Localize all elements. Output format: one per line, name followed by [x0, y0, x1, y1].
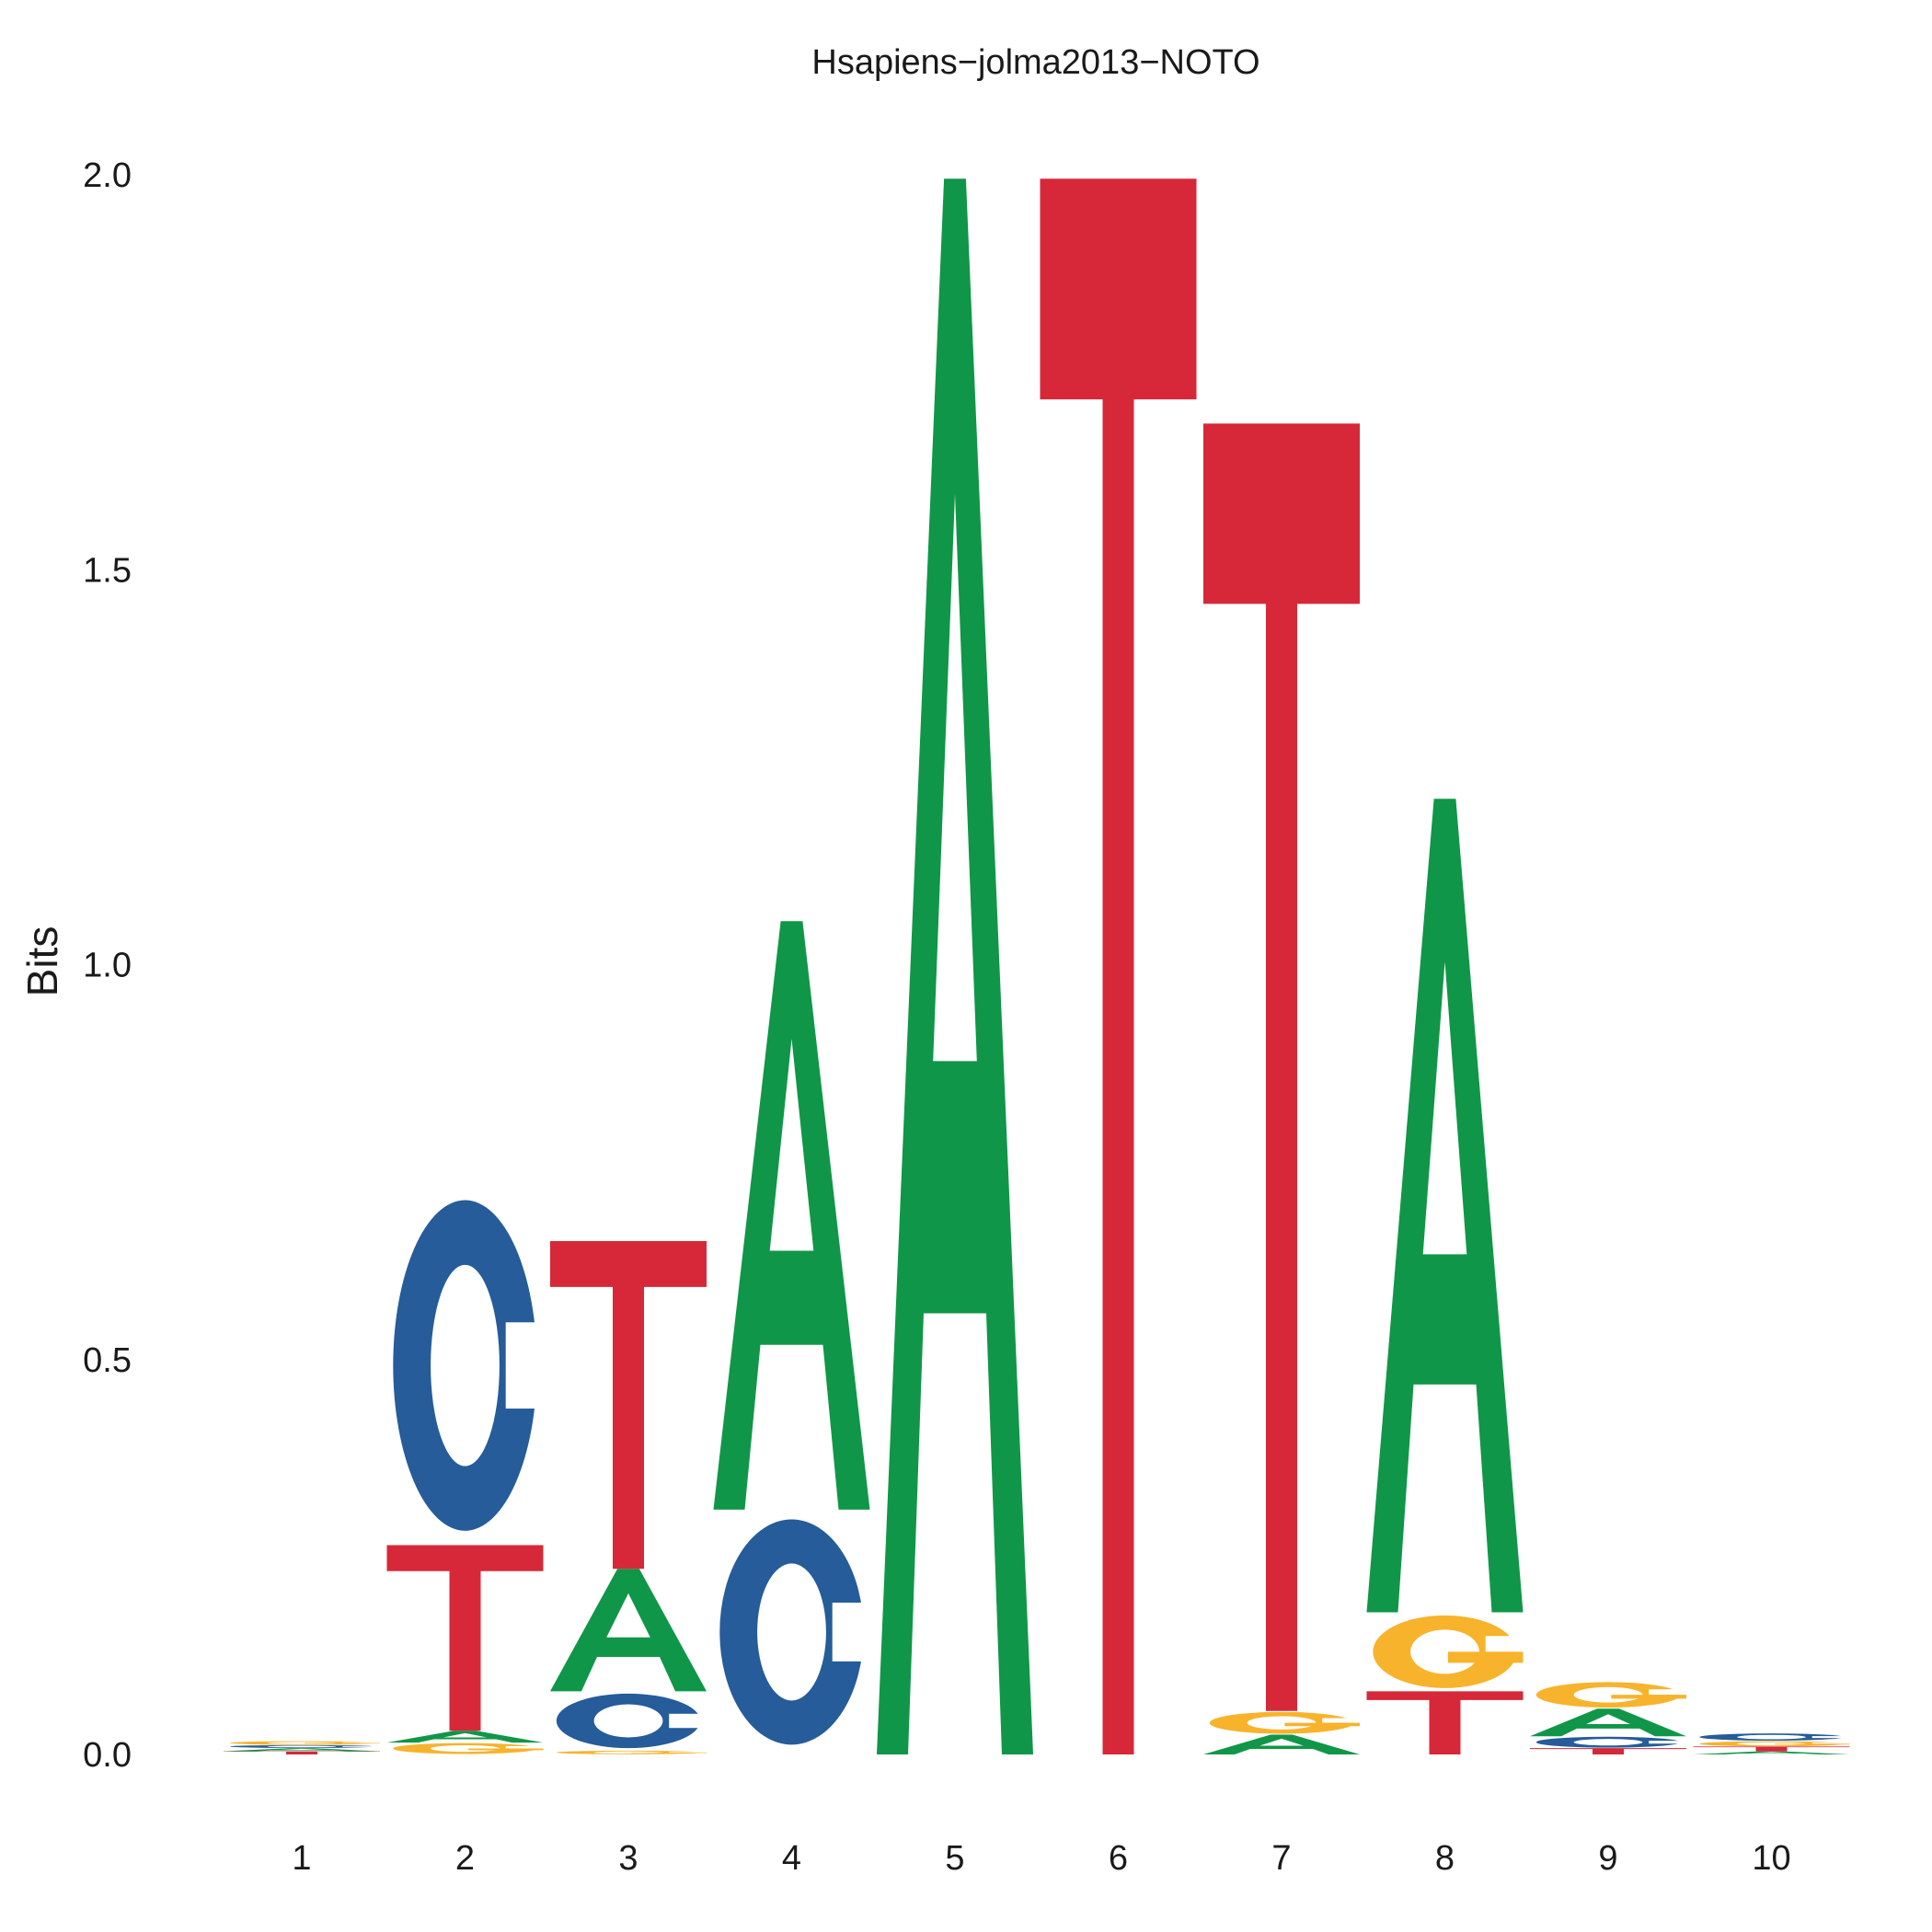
- logo-letter-g: [1209, 1711, 1370, 1734]
- letter-stack: [386, 1200, 553, 1754]
- x-tick-label: 2: [455, 1839, 475, 1878]
- x-tick-label: 5: [945, 1839, 964, 1878]
- y-tick-label: 0.0: [83, 1736, 132, 1775]
- logo-letter-c: [719, 1519, 880, 1745]
- logo-letter-t: [1366, 1691, 1524, 1754]
- logo-letter-a: [713, 921, 870, 1510]
- x-tick-label: 9: [1598, 1839, 1617, 1878]
- logo-letter-t: [1693, 1746, 1850, 1752]
- logo-letter-a: [550, 1569, 707, 1692]
- y-tick-label: 1.5: [83, 551, 132, 590]
- logo-letter-a: [1203, 1734, 1360, 1754]
- logo-letter-g: [1535, 1682, 1696, 1708]
- x-axis-ticks: 1 2 3 4 5 6 7 8 9 10: [292, 1839, 1790, 1878]
- logo-letter-c: [1535, 1736, 1696, 1748]
- logo-letter-t: [1203, 423, 1360, 1711]
- logo-letter-c: [229, 1744, 390, 1748]
- y-tick-label: 1.0: [83, 947, 132, 985]
- logo-letter-a: [386, 1731, 544, 1743]
- x-tick-label: 8: [1435, 1839, 1455, 1878]
- logo-letter-t: [1040, 178, 1197, 1755]
- logo-letter-c: [1699, 1733, 1859, 1742]
- logo-letter-g: [556, 1750, 717, 1754]
- logo-letter-a: [224, 1748, 380, 1752]
- logo-letter-t: [386, 1545, 544, 1731]
- letter-stack: [550, 1240, 717, 1754]
- logo-letter-a: [1366, 799, 1524, 1613]
- logo-letter-t: [224, 1751, 380, 1754]
- chart-title: Hsapiens−jolma2013−NOTO: [811, 43, 1259, 82]
- x-tick-label: 7: [1271, 1839, 1291, 1878]
- logo-letter-g: [1373, 1615, 1533, 1688]
- letter-stacks: [224, 178, 1859, 1755]
- logo-letter-a: [1693, 1751, 1850, 1754]
- y-axis-label: Bits: [18, 926, 66, 997]
- x-tick-label: 10: [1752, 1839, 1790, 1878]
- letter-stack: [224, 1741, 390, 1754]
- letter-stack: [1203, 423, 1370, 1754]
- y-tick-label: 0.5: [83, 1341, 132, 1380]
- x-tick-label: 4: [782, 1839, 801, 1878]
- logo-letter-c: [556, 1693, 717, 1749]
- logo-letter-t: [1530, 1748, 1686, 1754]
- logo-letter-g: [229, 1741, 390, 1745]
- letter-stack: [1040, 178, 1197, 1755]
- logo-letter-t: [550, 1240, 707, 1570]
- x-tick-label: 1: [292, 1839, 311, 1878]
- letter-stack: [713, 921, 880, 1745]
- x-tick-label: 6: [1109, 1839, 1128, 1878]
- logo-letter-g: [1699, 1741, 1859, 1747]
- logo-letter-a: [877, 178, 1033, 1755]
- y-axis-ticks: 0.0 0.5 1.0 1.5 2.0: [83, 156, 132, 1775]
- x-tick-label: 3: [618, 1839, 638, 1878]
- logo-letter-c: [393, 1200, 553, 1531]
- letter-stack: [877, 178, 1033, 1755]
- y-tick-label: 2.0: [83, 156, 132, 195]
- letter-stack: [1366, 799, 1533, 1754]
- letter-stack: [1530, 1682, 1696, 1754]
- logo-letter-a: [1530, 1708, 1686, 1737]
- letter-stack: [1693, 1733, 1859, 1754]
- logo-letter-g: [393, 1742, 553, 1754]
